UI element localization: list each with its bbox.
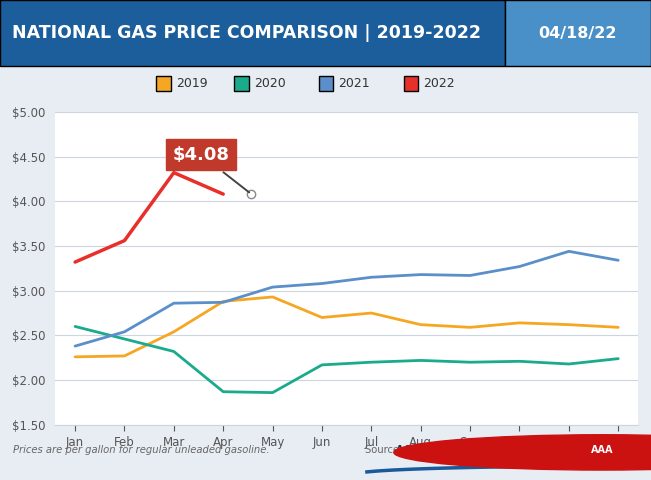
FancyBboxPatch shape xyxy=(404,76,418,91)
Text: $4.08: $4.08 xyxy=(173,146,249,192)
Text: AAA: AAA xyxy=(591,445,613,455)
Text: 04/18/22: 04/18/22 xyxy=(538,25,617,41)
Circle shape xyxy=(394,435,651,470)
FancyBboxPatch shape xyxy=(319,76,333,91)
Text: Source:: Source: xyxy=(365,444,405,455)
Text: 2019: 2019 xyxy=(176,77,208,90)
FancyBboxPatch shape xyxy=(505,0,651,66)
Text: 2020: 2020 xyxy=(254,77,286,90)
Text: NATIONAL GAS PRICE COMPARISON | 2019-2022: NATIONAL GAS PRICE COMPARISON | 2019-202… xyxy=(12,24,480,42)
FancyBboxPatch shape xyxy=(156,76,171,91)
FancyBboxPatch shape xyxy=(0,0,505,66)
FancyBboxPatch shape xyxy=(234,76,249,91)
Text: AAA (GasPrices.AAA.com): AAA (GasPrices.AAA.com) xyxy=(396,444,541,455)
Text: 2021: 2021 xyxy=(339,77,370,90)
Text: 2022: 2022 xyxy=(423,77,455,90)
Text: Prices are per gallon for regular unleaded gasoline.: Prices are per gallon for regular unlead… xyxy=(13,444,270,455)
